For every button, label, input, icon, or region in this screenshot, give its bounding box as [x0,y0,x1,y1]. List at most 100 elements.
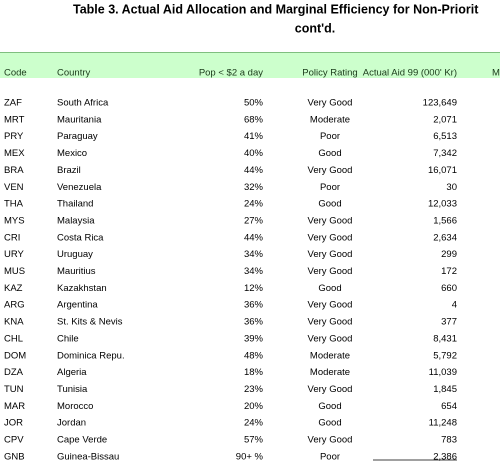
cell-aid: 11,039 [429,367,457,378]
cell-country: Mexico [57,148,87,159]
cell-rating: Moderate [310,350,350,361]
cell-aid: 1,845 [433,384,457,395]
cell-country: Kazakhstan [57,283,107,294]
cell-country: South Africa [57,98,109,109]
cell-aid: 11,248 [429,418,457,429]
cell-aid: 783 [441,435,457,446]
cell-code: JOR [4,418,23,429]
cell-aid: 8,431 [433,333,457,344]
cell-pop: 24% [244,199,264,210]
column-header: Pop < $2 a day [199,68,263,79]
cell-rating: Very Good [308,384,353,395]
cell-aid: 660 [441,283,457,294]
cell-rating: Poor [320,131,340,142]
cell-pop: 34% [244,266,264,277]
cell-aid: 7,342 [433,148,457,159]
cell-rating: Good [318,199,341,210]
cell-rating: Very Good [308,98,353,109]
cell-pop: 12% [244,283,264,294]
cell-country: Argentina [57,300,98,311]
cell-rating: Very Good [308,165,353,176]
cell-pop: 41% [244,131,264,142]
column-header: Country [57,68,91,79]
cell-rating: Very Good [308,249,353,260]
cell-rating: Very Good [308,232,353,243]
cell-aid: 12,033 [428,199,457,210]
cell-country: Paraguay [57,131,98,142]
table-subtitle: cont'd. [295,21,335,35]
cell-rating: Moderate [310,367,350,378]
cell-country: Brazil [57,165,81,176]
cell-pop: 39% [244,333,264,344]
cell-code: MEX [4,148,25,159]
cell-country: Dominica Repu. [57,350,125,361]
cell-rating: Very Good [308,333,353,344]
cell-aid: 654 [441,401,457,412]
cell-code: ZAF [4,98,22,109]
table-title: Table 3. Actual Aid Allocation and Margi… [73,2,479,16]
cell-pop: 20% [244,401,264,412]
cell-country: Morocco [57,401,93,412]
cell-rating: Good [318,148,341,159]
cell-pop: 36% [244,317,264,328]
cell-rating: Very Good [308,317,353,328]
cell-code: CRI [4,232,20,243]
cell-aid: 5,792 [433,350,457,361]
header-band [0,52,500,78]
cell-aid: 30 [446,182,457,193]
cell-pop: 44% [244,165,264,176]
cell-country: Thailand [57,199,93,210]
column-header: Code [4,68,27,79]
cell-pop: 48% [244,350,264,361]
cell-rating: Poor [320,182,340,193]
cell-pop: 34% [244,249,264,260]
cell-pop: 40% [244,148,264,159]
cell-pop: 27% [244,215,264,226]
cell-code: URY [4,249,25,260]
cell-country: Chile [57,333,79,344]
cell-pop: 44% [244,232,264,243]
cell-code: GNB [4,451,25,461]
column-header: M [492,68,500,79]
cell-code: DOM [4,350,26,361]
cell-pop: 57% [244,435,264,446]
cell-rating: Good [318,283,341,294]
cell-aid: 172 [441,266,457,277]
column-header: Actual Aid 99 (000' Kr) [363,68,457,79]
cell-country: Costa Rica [57,232,104,243]
cell-rating: Moderate [310,114,350,125]
cell-aid: 377 [441,317,457,328]
cell-pop: 23% [244,384,264,395]
cell-code: PRY [4,131,24,142]
cell-aid: 4 [452,300,457,311]
cell-aid: 2,386 [433,451,457,461]
cell-rating: Very Good [308,300,353,311]
cell-code: CHL [4,333,23,344]
cell-country: Venezuela [57,182,102,193]
cell-code: MUS [4,266,25,277]
cell-code: KNA [4,317,24,328]
cell-country: Algeria [57,367,87,378]
cell-pop: 24% [244,418,264,429]
column-header: Policy Rating [302,68,357,79]
cell-code: VEN [4,182,24,193]
cell-pop: 32% [244,182,264,193]
cell-code: BRA [4,165,24,176]
cell-aid: 16,071 [428,165,457,176]
cell-country: Malaysia [57,215,95,226]
cell-pop: 36% [244,300,264,311]
cell-rating: Very Good [308,215,353,226]
cell-aid: 1,566 [433,215,457,226]
cell-code: MAR [4,401,25,412]
cell-pop: 90+ % [236,451,264,461]
cell-rating: Good [318,401,341,412]
cell-country: Guinea-Bissau [57,451,119,461]
cell-pop: 50% [244,98,264,109]
cell-aid: 123,649 [423,98,457,109]
cell-country: Jordan [57,418,86,429]
cell-country: Mauritania [57,114,102,125]
cell-rating: Poor [320,451,340,461]
cell-aid: 299 [441,249,457,260]
